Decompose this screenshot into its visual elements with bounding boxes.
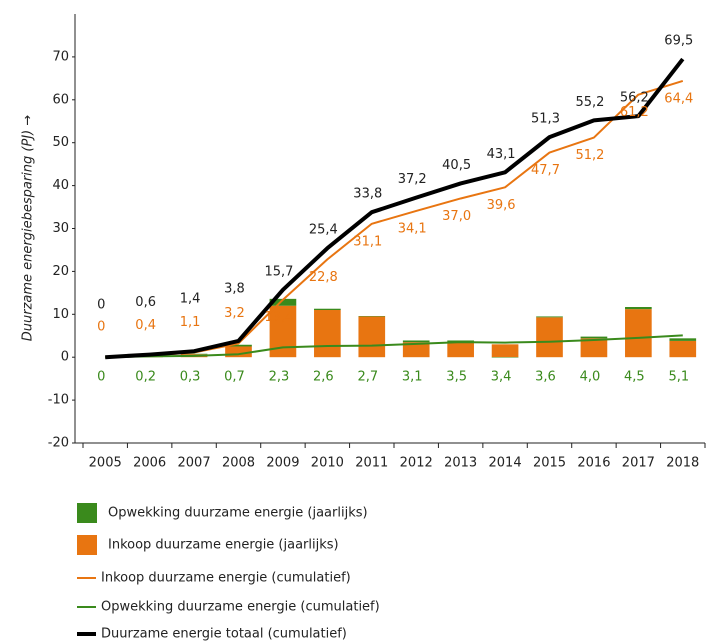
data-label: 37,0: [442, 209, 471, 224]
x-tick-label: 2008: [222, 456, 255, 471]
y-tick-label: -20: [48, 436, 69, 451]
data-label: 0,6: [135, 295, 156, 310]
x-tick-label: 2009: [266, 456, 299, 471]
bar: [580, 338, 608, 358]
data-label: 69,5: [664, 34, 693, 49]
data-label: 3,8: [224, 281, 245, 296]
data-label: 0,3: [180, 370, 201, 385]
data-label: 0,2: [135, 370, 156, 385]
data-label: 40,5: [442, 158, 471, 173]
y-tick-label: 20: [52, 264, 69, 279]
bar: [314, 310, 341, 358]
x-tick-label: 2018: [666, 456, 699, 471]
data-label: 0: [97, 370, 105, 385]
bar: [625, 309, 652, 358]
x-tick-label: 2005: [89, 456, 122, 471]
data-label: 51,3: [531, 112, 560, 127]
line: [105, 57, 685, 360]
data-label: 5,1: [668, 370, 689, 385]
y-tick-label: 70: [52, 49, 69, 64]
data-label: 3,2: [224, 306, 245, 321]
x-tick-label: 2010: [311, 456, 344, 471]
bar: [402, 340, 430, 343]
data-label: 4,0: [580, 370, 601, 385]
bar: [358, 316, 386, 358]
data-label: 0,4: [135, 318, 156, 333]
y-tick-label: 40: [52, 178, 69, 193]
data-label: 25,4: [309, 223, 338, 238]
legend-label: Duurzame energie totaal (cumulatief): [101, 627, 347, 642]
bar: [314, 308, 341, 311]
legend-label: Opwekking duurzame energie (cumulatief): [101, 600, 380, 615]
x-tick-label: 2017: [622, 456, 655, 471]
bar: [491, 344, 519, 358]
y-tick-label: -10: [48, 393, 69, 408]
data-label: 64,4: [664, 91, 693, 106]
bar: [536, 317, 563, 358]
y-tick-label: 10: [52, 307, 69, 322]
x-tick-label: 2015: [533, 456, 566, 471]
data-label: 33,8: [353, 187, 382, 202]
x-tick-label: 2012: [400, 456, 433, 471]
legend-label: Opwekking duurzame energie (jaarlijks): [108, 506, 368, 521]
data-label: 3,5: [446, 370, 467, 385]
data-label: 37,2: [398, 172, 427, 187]
data-label: 3,4: [491, 370, 512, 385]
bar: [669, 340, 697, 358]
bar: [269, 298, 297, 306]
data-label: 34,1: [398, 221, 427, 236]
x-tick-label: 2011: [355, 456, 388, 471]
bar: [225, 344, 252, 347]
x-tick-label: 2007: [178, 456, 211, 471]
data-label: 47,7: [531, 163, 560, 178]
bar: [447, 342, 474, 358]
y-tick-label: 30: [52, 221, 69, 236]
data-label: 31,1: [353, 234, 382, 249]
x-tick-label: 2006: [133, 456, 166, 471]
data-label: 4,5: [624, 370, 645, 385]
data-label: 2,3: [269, 370, 290, 385]
data-label: 0: [97, 298, 105, 313]
bar: [402, 342, 430, 358]
x-tick-label: 2013: [444, 456, 477, 471]
legend-swatch: [77, 535, 97, 555]
data-label: 3,1: [402, 370, 423, 385]
data-label: 61,2: [620, 105, 649, 120]
y-tick-label: 0: [61, 350, 69, 365]
line: [105, 334, 683, 359]
data-label: 3,6: [535, 370, 556, 385]
bar: [225, 346, 252, 358]
data-label: 56,2: [620, 91, 649, 106]
bar: [669, 338, 697, 341]
data-label: 55,2: [575, 95, 604, 110]
data-label: 2,6: [313, 370, 334, 385]
data-label: 39,6: [487, 198, 516, 213]
y-tick-label: 60: [52, 92, 69, 107]
x-tick-label: 2014: [489, 456, 522, 471]
data-label: 1,4: [180, 292, 201, 307]
x-tick-label: 2016: [577, 456, 610, 471]
data-label: 2,7: [357, 370, 378, 385]
legend-swatch: [77, 503, 97, 523]
data-label: 51,2: [575, 148, 604, 163]
data-label: 0,7: [224, 370, 245, 385]
data-label: 15,7: [264, 264, 293, 279]
legend-label: Inkoop duurzame energie (jaarlijks): [108, 538, 339, 553]
bar: [536, 316, 563, 318]
bar: [580, 336, 608, 339]
data-label: 0: [97, 320, 105, 335]
data-label: 43,1: [487, 147, 516, 162]
data-label: 1,1: [180, 315, 201, 330]
data-label: 13,4: [264, 310, 293, 325]
y-axis-label: Duurzame energiebesparing (PJ) →: [21, 115, 36, 342]
bar: [625, 307, 652, 310]
legend-label: Inkoop duurzame energie (cumulatief): [101, 571, 351, 586]
y-tick-label: 50: [52, 135, 69, 150]
data-label: 22,8: [309, 270, 338, 285]
